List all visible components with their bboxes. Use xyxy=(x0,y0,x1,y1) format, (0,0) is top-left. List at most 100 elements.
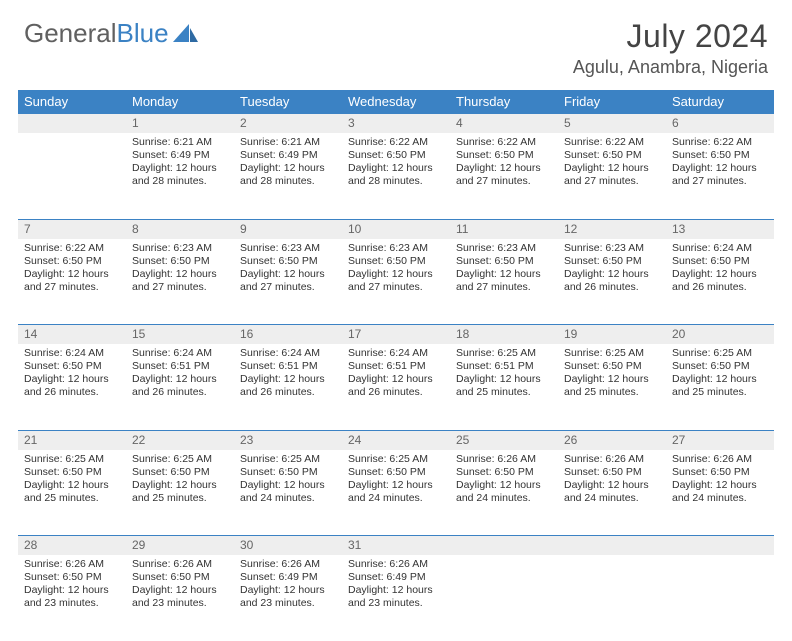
day-cell-body: Sunrise: 6:25 AMSunset: 6:51 PMDaylight:… xyxy=(450,344,558,404)
sunset-text: Sunset: 6:50 PM xyxy=(456,255,552,268)
daylight-text: Daylight: 12 hours and 23 minutes. xyxy=(240,584,336,610)
day-cell-body: Sunrise: 6:26 AMSunset: 6:50 PMDaylight:… xyxy=(558,450,666,510)
day-cell-body: Sunrise: 6:24 AMSunset: 6:51 PMDaylight:… xyxy=(234,344,342,404)
sunrise-text: Sunrise: 6:24 AM xyxy=(132,347,228,360)
daylight-text: Daylight: 12 hours and 26 minutes. xyxy=(348,373,444,399)
sunrise-text: Sunrise: 6:21 AM xyxy=(132,136,228,149)
day-number: 31 xyxy=(342,536,450,556)
day-number: 9 xyxy=(234,219,342,239)
sunset-text: Sunset: 6:50 PM xyxy=(132,466,228,479)
day-cell: Sunrise: 6:22 AMSunset: 6:50 PMDaylight:… xyxy=(666,133,774,219)
day-cell xyxy=(558,555,666,641)
day-cell-body: Sunrise: 6:23 AMSunset: 6:50 PMDaylight:… xyxy=(558,239,666,299)
day-cell: Sunrise: 6:25 AMSunset: 6:50 PMDaylight:… xyxy=(666,344,774,430)
daylight-text: Daylight: 12 hours and 27 minutes. xyxy=(456,162,552,188)
daylight-text: Daylight: 12 hours and 28 minutes. xyxy=(348,162,444,188)
day-cell xyxy=(18,133,126,219)
day-cell: Sunrise: 6:26 AMSunset: 6:49 PMDaylight:… xyxy=(234,555,342,641)
sunset-text: Sunset: 6:49 PM xyxy=(240,571,336,584)
day-number: 11 xyxy=(450,219,558,239)
sunset-text: Sunset: 6:50 PM xyxy=(564,255,660,268)
day-cell: Sunrise: 6:23 AMSunset: 6:50 PMDaylight:… xyxy=(558,239,666,325)
daylight-text: Daylight: 12 hours and 24 minutes. xyxy=(240,479,336,505)
sunset-text: Sunset: 6:50 PM xyxy=(564,466,660,479)
daylight-text: Daylight: 12 hours and 27 minutes. xyxy=(240,268,336,294)
sunset-text: Sunset: 6:50 PM xyxy=(672,255,768,268)
sunrise-text: Sunrise: 6:23 AM xyxy=(132,242,228,255)
daylight-text: Daylight: 12 hours and 24 minutes. xyxy=(348,479,444,505)
day-cell-body: Sunrise: 6:22 AMSunset: 6:50 PMDaylight:… xyxy=(450,133,558,193)
day-cell: Sunrise: 6:24 AMSunset: 6:50 PMDaylight:… xyxy=(18,344,126,430)
day-number: 5 xyxy=(558,114,666,134)
day-cell: Sunrise: 6:26 AMSunset: 6:50 PMDaylight:… xyxy=(558,450,666,536)
sunset-text: Sunset: 6:50 PM xyxy=(672,149,768,162)
day-cell: Sunrise: 6:23 AMSunset: 6:50 PMDaylight:… xyxy=(126,239,234,325)
day-cell: Sunrise: 6:25 AMSunset: 6:50 PMDaylight:… xyxy=(342,450,450,536)
day-cell: Sunrise: 6:26 AMSunset: 6:50 PMDaylight:… xyxy=(126,555,234,641)
day-cell-body: Sunrise: 6:25 AMSunset: 6:50 PMDaylight:… xyxy=(18,450,126,510)
day-cell-body: Sunrise: 6:23 AMSunset: 6:50 PMDaylight:… xyxy=(450,239,558,299)
day-cell-body: Sunrise: 6:22 AMSunset: 6:50 PMDaylight:… xyxy=(18,239,126,299)
sunset-text: Sunset: 6:50 PM xyxy=(672,466,768,479)
day-cell: Sunrise: 6:22 AMSunset: 6:50 PMDaylight:… xyxy=(342,133,450,219)
title-block: July 2024 Agulu, Anambra, Nigeria xyxy=(573,18,768,78)
day-number: 27 xyxy=(666,430,774,450)
day-cell: Sunrise: 6:25 AMSunset: 6:50 PMDaylight:… xyxy=(18,450,126,536)
weekday-header: Sunday xyxy=(18,90,126,114)
day-number: 4 xyxy=(450,114,558,134)
sunrise-text: Sunrise: 6:26 AM xyxy=(672,453,768,466)
day-number: 19 xyxy=(558,325,666,345)
sunrise-text: Sunrise: 6:26 AM xyxy=(132,558,228,571)
sunrise-text: Sunrise: 6:25 AM xyxy=(564,347,660,360)
daylight-text: Daylight: 12 hours and 27 minutes. xyxy=(672,162,768,188)
day-number: 2 xyxy=(234,114,342,134)
daylight-text: Daylight: 12 hours and 26 minutes. xyxy=(240,373,336,399)
sunset-text: Sunset: 6:49 PM xyxy=(132,149,228,162)
weekday-header-row: Sunday Monday Tuesday Wednesday Thursday… xyxy=(18,90,774,114)
day-cell-body: Sunrise: 6:26 AMSunset: 6:49 PMDaylight:… xyxy=(342,555,450,615)
day-cell: Sunrise: 6:25 AMSunset: 6:51 PMDaylight:… xyxy=(450,344,558,430)
sunrise-text: Sunrise: 6:25 AM xyxy=(348,453,444,466)
sunset-text: Sunset: 6:50 PM xyxy=(348,149,444,162)
week-row: Sunrise: 6:22 AMSunset: 6:50 PMDaylight:… xyxy=(18,239,774,325)
day-cell: Sunrise: 6:23 AMSunset: 6:50 PMDaylight:… xyxy=(342,239,450,325)
daylight-text: Daylight: 12 hours and 26 minutes. xyxy=(564,268,660,294)
daylight-text: Daylight: 12 hours and 25 minutes. xyxy=(456,373,552,399)
location-subtitle: Agulu, Anambra, Nigeria xyxy=(573,57,768,78)
daylight-text: Daylight: 12 hours and 27 minutes. xyxy=(24,268,120,294)
day-cell: Sunrise: 6:24 AMSunset: 6:51 PMDaylight:… xyxy=(342,344,450,430)
day-number: 26 xyxy=(558,430,666,450)
sunset-text: Sunset: 6:50 PM xyxy=(24,571,120,584)
daylight-text: Daylight: 12 hours and 23 minutes. xyxy=(24,584,120,610)
day-cell: Sunrise: 6:23 AMSunset: 6:50 PMDaylight:… xyxy=(450,239,558,325)
daylight-text: Daylight: 12 hours and 25 minutes. xyxy=(564,373,660,399)
daylight-text: Daylight: 12 hours and 23 minutes. xyxy=(132,584,228,610)
sunrise-text: Sunrise: 6:26 AM xyxy=(564,453,660,466)
daylight-text: Daylight: 12 hours and 25 minutes. xyxy=(24,479,120,505)
day-number: 22 xyxy=(126,430,234,450)
sunset-text: Sunset: 6:50 PM xyxy=(348,466,444,479)
sunrise-text: Sunrise: 6:24 AM xyxy=(672,242,768,255)
daylight-text: Daylight: 12 hours and 26 minutes. xyxy=(672,268,768,294)
day-cell-body: Sunrise: 6:23 AMSunset: 6:50 PMDaylight:… xyxy=(126,239,234,299)
day-number: 13 xyxy=(666,219,774,239)
daylight-text: Daylight: 12 hours and 23 minutes. xyxy=(348,584,444,610)
week-row: Sunrise: 6:26 AMSunset: 6:50 PMDaylight:… xyxy=(18,555,774,641)
day-number: 18 xyxy=(450,325,558,345)
weekday-header: Thursday xyxy=(450,90,558,114)
daylight-text: Daylight: 12 hours and 25 minutes. xyxy=(672,373,768,399)
day-cell: Sunrise: 6:26 AMSunset: 6:49 PMDaylight:… xyxy=(342,555,450,641)
brand-part2: Blue xyxy=(117,18,169,49)
sunrise-text: Sunrise: 6:22 AM xyxy=(564,136,660,149)
day-number: 6 xyxy=(666,114,774,134)
day-number: 21 xyxy=(18,430,126,450)
sunset-text: Sunset: 6:50 PM xyxy=(564,149,660,162)
sunset-text: Sunset: 6:50 PM xyxy=(24,360,120,373)
sunrise-text: Sunrise: 6:23 AM xyxy=(456,242,552,255)
brand-part1: General xyxy=(24,18,117,49)
sunset-text: Sunset: 6:50 PM xyxy=(240,255,336,268)
day-cell-body: Sunrise: 6:25 AMSunset: 6:50 PMDaylight:… xyxy=(126,450,234,510)
day-cell xyxy=(666,555,774,641)
day-cell-body: Sunrise: 6:21 AMSunset: 6:49 PMDaylight:… xyxy=(126,133,234,193)
day-cell-body: Sunrise: 6:22 AMSunset: 6:50 PMDaylight:… xyxy=(666,133,774,193)
